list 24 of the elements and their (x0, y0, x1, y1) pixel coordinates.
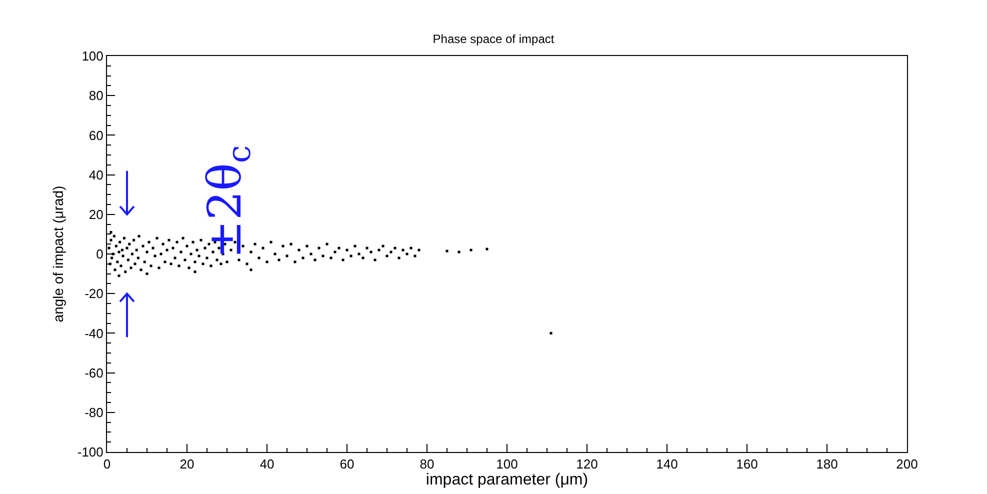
y-tick-label: -100 (77, 444, 104, 460)
x-tick-label: 180 (816, 456, 838, 472)
y-tick-label: -40 (84, 326, 104, 341)
y-tick-label: 100 (82, 48, 104, 64)
y-tick-label: 80 (88, 88, 104, 104)
x-axis-title: impact parameter (μm) (426, 472, 588, 489)
y-tick-label: 60 (88, 128, 104, 143)
x-tick-label: 60 (340, 456, 354, 472)
x-tick-label: 20 (180, 456, 194, 472)
y-tick-label: 20 (88, 206, 104, 222)
y-tick-label: 0 (96, 246, 104, 262)
y-tick-label: 40 (88, 167, 104, 182)
chart-title: Phase space of impact (432, 32, 555, 46)
x-tick-label: 80 (420, 456, 434, 472)
y-axis-title: angle of impact (μrad) (50, 186, 66, 322)
x-tick-label: 160 (736, 456, 758, 472)
y-tick-label: -80 (84, 404, 104, 420)
x-tick-label: 100 (496, 456, 518, 472)
y-tick-label: -20 (84, 286, 104, 302)
x-tick-label: 200 (896, 456, 918, 472)
x-tick-label: 120 (576, 456, 598, 472)
x-tick-label: 40 (260, 456, 274, 472)
y-tick-label: -60 (84, 365, 104, 380)
x-tick-label: 140 (656, 456, 678, 472)
